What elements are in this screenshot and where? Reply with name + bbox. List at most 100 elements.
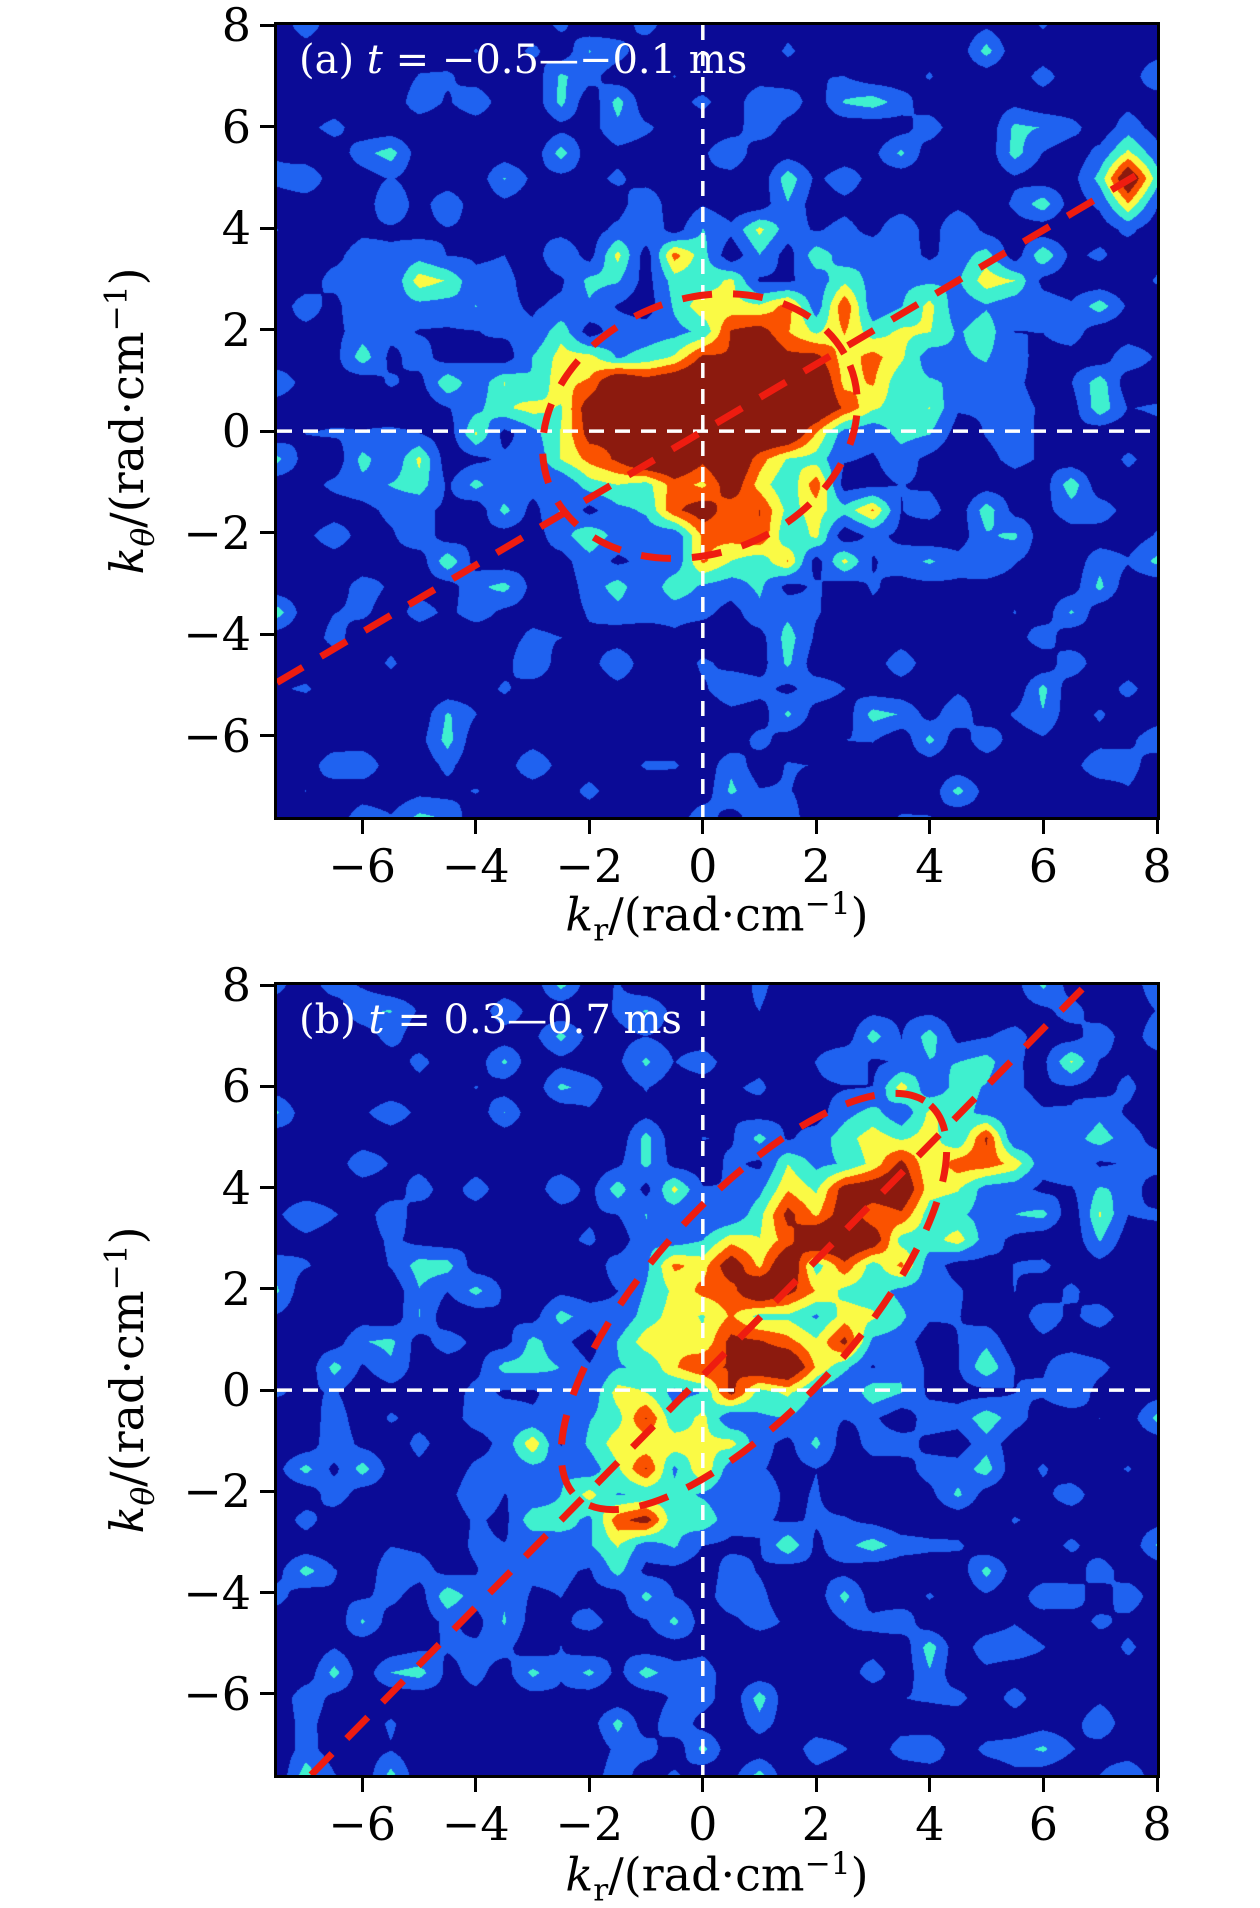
y-axis-exponent: −1 <box>98 285 135 332</box>
y-axis-title-a: kθ/(rad·cm−1) <box>99 267 162 574</box>
x-tick-label-a: −4 <box>441 839 510 893</box>
x-axis-subscript: r <box>593 912 609 949</box>
x-tick-a <box>928 820 932 834</box>
y-tick-label-b: 8 <box>221 958 251 1012</box>
panel-a-label: (a) <box>299 37 367 83</box>
y-tick-b <box>260 1186 274 1190</box>
panel-b-plot-area: (b) t = 0.3—0.7 ms <box>274 982 1160 1778</box>
x-tick-b <box>360 1778 364 1792</box>
y-tick-label-a: 4 <box>221 201 251 256</box>
x-tick-b <box>1155 1778 1159 1792</box>
y-tick-label-b: 6 <box>221 1059 251 1114</box>
x-tick-label-b: 6 <box>1028 1797 1059 1851</box>
y-tick-label-b: −2 <box>183 1464 251 1519</box>
panel-b-time-range: = 0.3—0.7 ms <box>384 997 682 1043</box>
x-tick-a <box>474 820 478 834</box>
x-tick-label-b: 4 <box>915 1797 945 1851</box>
y-axis-symbol: k <box>100 1505 155 1534</box>
x-tick-label-a: 8 <box>1142 839 1172 893</box>
y-tick-a <box>260 632 274 636</box>
x-axis-units-close: ) <box>850 1847 869 1902</box>
y-axis-subscript: θ <box>125 527 162 547</box>
x-axis-symbol: k <box>565 1847 594 1902</box>
x-tick-label-b: −4 <box>441 1797 510 1851</box>
y-tick-label-a: 0 <box>221 404 251 459</box>
y-axis-exponent: −1 <box>98 1244 135 1291</box>
x-tick-b <box>1041 1778 1045 1792</box>
y-tick-b <box>260 1084 274 1088</box>
x-axis-units: /(rad·cm <box>608 887 805 942</box>
contour-field-b <box>277 985 1157 1775</box>
y-tick-a <box>260 125 274 129</box>
x-tick-label-a: −6 <box>328 839 397 893</box>
y-axis-units: /(rad·cm <box>100 331 155 528</box>
x-tick-a <box>701 820 705 834</box>
x-tick-label-b: −2 <box>555 1797 624 1851</box>
panel-a-title: (a) t = −0.5—−0.1 ms <box>299 37 747 83</box>
x-tick-label-a: −2 <box>555 839 624 893</box>
x-tick-b <box>587 1778 591 1792</box>
y-tick-label-b: −6 <box>183 1666 251 1721</box>
x-tick-label-a: 6 <box>1028 839 1059 893</box>
x-axis-exponent: −1 <box>804 1846 851 1882</box>
contour-field-a <box>277 25 1157 817</box>
y-axis-symbol: k <box>100 546 155 575</box>
y-tick-label-b: 0 <box>221 1363 251 1418</box>
y-tick-b <box>260 983 274 987</box>
x-axis-title-a: kr/(rad·cm−1) <box>277 886 1157 949</box>
y-tick-label-a: −6 <box>183 708 251 763</box>
x-tick-label-a: 2 <box>801 839 831 893</box>
x-tick-label-a: 0 <box>688 839 718 893</box>
panel-a-plot-area: (a) t = −0.5—−0.1 ms <box>274 22 1160 820</box>
x-tick-label-b: 8 <box>1142 1797 1172 1851</box>
y-tick-label-a: 6 <box>221 99 251 154</box>
x-axis-exponent: −1 <box>804 886 851 922</box>
x-tick-a <box>1041 820 1045 834</box>
x-tick-label-b: 2 <box>801 1797 831 1851</box>
panel-a-time-symbol: t <box>366 37 383 83</box>
y-tick-a <box>260 429 274 433</box>
x-axis-title-b: kr/(rad·cm−1) <box>277 1846 1157 1908</box>
x-tick-a <box>587 820 591 834</box>
y-tick-label-b: −4 <box>183 1565 251 1620</box>
x-tick-label-b: −6 <box>328 1797 397 1851</box>
y-tick-a <box>260 226 274 230</box>
x-tick-a <box>1155 820 1159 834</box>
y-tick-b <box>260 1591 274 1595</box>
panel-b-time-symbol: t <box>368 997 385 1043</box>
y-tick-label-a: 2 <box>221 302 251 357</box>
x-tick-label-a: 4 <box>915 839 945 893</box>
y-tick-a <box>260 328 274 332</box>
x-tick-a <box>814 820 818 834</box>
y-tick-a <box>260 23 274 27</box>
y-axis-units-close: ) <box>100 1226 155 1245</box>
x-tick-a <box>360 820 364 834</box>
y-tick-label-a: −2 <box>183 505 251 560</box>
x-tick-b <box>928 1778 932 1792</box>
panel-a-time-range: = −0.5—−0.1 ms <box>382 37 748 83</box>
panel-b-label: (b) <box>299 997 369 1043</box>
y-tick-b <box>260 1489 274 1493</box>
y-tick-a <box>260 734 274 738</box>
y-tick-a <box>260 531 274 535</box>
y-tick-label-b: 4 <box>221 1160 251 1215</box>
y-axis-title-b: kθ/(rad·cm−1) <box>99 1226 162 1533</box>
y-axis-units-close: ) <box>100 267 155 286</box>
panel-b-title: (b) t = 0.3—0.7 ms <box>299 997 682 1043</box>
x-tick-b <box>474 1778 478 1792</box>
x-axis-units-close: ) <box>850 887 869 942</box>
x-axis-symbol: k <box>565 887 594 942</box>
x-tick-b <box>814 1778 818 1792</box>
y-tick-b <box>260 1692 274 1696</box>
x-axis-subscript: r <box>593 1872 609 1908</box>
x-tick-b <box>701 1778 705 1792</box>
y-tick-b <box>260 1287 274 1291</box>
y-tick-label-a: 8 <box>221 0 251 52</box>
y-axis-units: /(rad·cm <box>100 1290 155 1487</box>
y-tick-label-b: 2 <box>221 1261 251 1316</box>
x-axis-units: /(rad·cm <box>608 1847 805 1902</box>
y-tick-b <box>260 1388 274 1392</box>
y-axis-subscript: θ <box>125 1486 162 1506</box>
y-tick-label-a: −4 <box>183 607 251 662</box>
